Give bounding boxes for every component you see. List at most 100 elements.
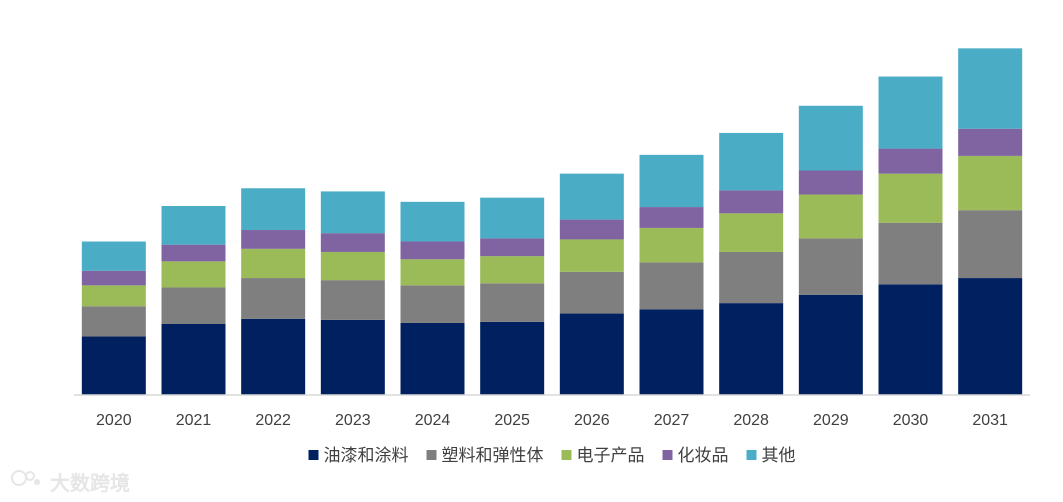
legend-label: 化妆品 (678, 446, 729, 466)
x-tick-label: 2029 (813, 412, 849, 429)
bar-segment-2021-series-5 (161, 206, 226, 245)
bar-segment-2027-series-5 (639, 154, 704, 208)
bar-stack-2020 (81, 241, 146, 395)
x-tick-label: 2027 (654, 412, 690, 429)
bar-segment-2020-series-5 (81, 241, 146, 271)
legend-swatch (662, 450, 673, 460)
watermark-text: 大数跨境 (50, 471, 130, 495)
bar-segment-2021-series-4 (161, 244, 226, 262)
legend-label: 其他 (762, 446, 796, 466)
bar-segment-2020-series-1 (81, 336, 146, 395)
bar-segment-2027-series-2 (639, 262, 704, 310)
bar-stack-2029 (798, 105, 863, 395)
bar-segment-2025-series-2 (480, 283, 545, 322)
x-tick-label: 2028 (733, 412, 769, 429)
bar-segment-2030-series-2 (878, 222, 943, 285)
bar-segment-2028-series-5 (719, 132, 784, 191)
x-tick-labels: 2020 2021 2022 2023 2024 2025 2026 2027 2028 2029… (96, 412, 1008, 429)
bar-stack-2030 (878, 76, 943, 395)
bar-stack-2023 (320, 191, 385, 395)
x-tick-label: 2023 (335, 412, 371, 429)
legend-label: 塑料和弹性体 (442, 446, 544, 466)
bar-segment-2026-series-5 (559, 173, 624, 220)
watermark-logo-icon (11, 470, 40, 486)
bar-segment-2024-series-4 (400, 241, 465, 260)
legend-item-2: 塑料和弹性体 (426, 446, 544, 466)
bar-stack-2027 (639, 154, 704, 395)
legend-swatch (746, 450, 757, 460)
bar-segment-2028-series-4 (719, 190, 784, 214)
bar-segment-2020-series-3 (81, 285, 146, 307)
bar-segment-2026-series-3 (559, 239, 624, 272)
bar-segment-2026-series-4 (559, 219, 624, 240)
bar-stack-2031 (958, 48, 1023, 395)
bar-segment-2030-series-3 (878, 173, 943, 223)
watermark: 大数跨境 (11, 470, 130, 495)
bar-segment-2025-series-5 (480, 197, 545, 239)
legend-label: 油漆和涂料 (324, 446, 409, 466)
bar-stack-2024 (400, 201, 465, 395)
bar-segment-2020-series-2 (81, 306, 146, 337)
bar-segment-2027-series-1 (639, 309, 704, 395)
bar-segment-2022-series-5 (241, 188, 306, 231)
bar-segment-2023-series-2 (320, 280, 385, 320)
x-tick-label: 2022 (255, 412, 291, 429)
bar-segment-2027-series-3 (639, 227, 704, 263)
legend-swatch (561, 450, 572, 460)
bar-segment-2028-series-1 (719, 303, 784, 395)
bar-segment-2031-series-2 (958, 210, 1023, 279)
bar-segment-2030-series-4 (878, 148, 943, 174)
bar-segment-2030-series-5 (878, 76, 943, 149)
bar-segment-2023-series-4 (320, 233, 385, 252)
bar-segment-2024-series-1 (400, 322, 465, 395)
bar-segment-2020-series-4 (81, 270, 146, 286)
bar-segment-2024-series-5 (400, 201, 465, 242)
bar-segment-2026-series-2 (559, 271, 624, 314)
bar-stack-2022 (241, 188, 306, 395)
bar-segment-2029-series-1 (798, 294, 863, 395)
bar-segment-2021-series-2 (161, 287, 226, 324)
legend-item-5: 其他 (746, 446, 796, 466)
legend: 油漆和涂料 塑料和弹性体 电子产品 化妆品 其他 (308, 446, 796, 466)
bar-segment-2024-series-2 (400, 285, 465, 323)
bar-segment-2028-series-3 (719, 213, 784, 252)
x-tick-label: 2024 (415, 412, 451, 429)
bar-segment-2027-series-4 (639, 207, 704, 228)
bar-segment-2030-series-1 (878, 284, 943, 395)
bar-segment-2031-series-3 (958, 155, 1023, 211)
bar-segment-2028-series-2 (719, 251, 784, 304)
bar-segment-2021-series-1 (161, 324, 226, 395)
bar-segment-2031-series-5 (958, 48, 1023, 129)
x-tick-label: 2030 (893, 412, 929, 429)
bar-segment-2029-series-3 (798, 194, 863, 239)
legend-label: 电子产品 (577, 446, 645, 466)
legend-swatch (308, 450, 319, 460)
bar-segment-2022-series-1 (241, 318, 306, 395)
bar-segment-2025-series-3 (480, 256, 545, 284)
bar-segment-2031-series-4 (958, 128, 1023, 156)
bar-segment-2022-series-2 (241, 278, 306, 319)
legend-item-4: 化妆品 (662, 446, 729, 466)
x-tick-label: 2025 (494, 412, 530, 429)
bar-stack-2025 (480, 197, 545, 395)
legend-item-3: 电子产品 (561, 446, 645, 466)
bar-segment-2029-series-5 (798, 105, 863, 171)
bar-stack-2028 (719, 132, 784, 395)
bar-segment-2025-series-1 (480, 321, 545, 395)
bar-segment-2022-series-4 (241, 230, 306, 249)
bar-segment-2023-series-1 (320, 319, 385, 395)
bar-stack-2021 (161, 206, 226, 395)
bar-stack-2026 (559, 173, 624, 395)
bar-segment-2023-series-5 (320, 191, 385, 234)
bar-segment-2024-series-3 (400, 259, 465, 286)
bars-layer (81, 48, 1023, 395)
x-tick-label: 2031 (972, 412, 1008, 429)
x-tick-label: 2020 (96, 412, 132, 429)
bar-segment-2026-series-1 (559, 313, 624, 395)
bar-segment-2029-series-2 (798, 238, 863, 295)
legend-item-1: 油漆和涂料 (308, 446, 409, 466)
x-tick-label: 2021 (176, 412, 212, 429)
x-tick-label: 2026 (574, 412, 610, 429)
bar-segment-2023-series-3 (320, 251, 385, 281)
